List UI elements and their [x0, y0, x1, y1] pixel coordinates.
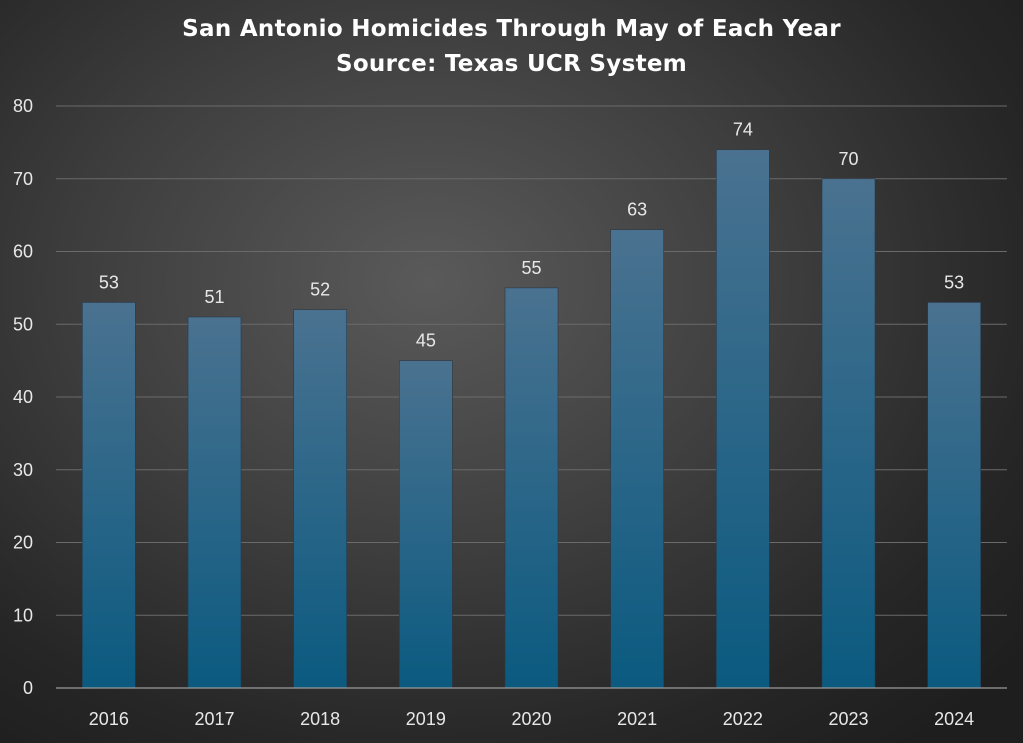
data-label-2024: 53 — [944, 272, 964, 292]
y-tick-label: 40 — [13, 387, 33, 407]
data-label-2022: 74 — [733, 120, 753, 140]
axes: 0 10 20 30 40 50 60 70 80 2016 2017 2018 2019 2020 202… — [13, 96, 1007, 729]
bar-2017 — [187, 316, 242, 689]
data-label-2018: 52 — [310, 280, 330, 300]
x-tick-label-2018: 2018 — [300, 709, 340, 729]
chart-title: San Antonio Homicides Through May of Eac… — [182, 16, 841, 42]
y-tick-label: 60 — [13, 242, 33, 262]
y-tick-label: 70 — [13, 169, 33, 189]
y-tick-label: 30 — [13, 460, 33, 480]
y-tick-label: 0 — [23, 678, 33, 698]
y-tick-label: 20 — [13, 533, 33, 553]
data-labels: 53 51 52 45 55 63 74 70 53 — [99, 120, 964, 351]
data-label-2019: 45 — [416, 331, 436, 351]
data-label-2017: 51 — [204, 287, 224, 307]
x-tick-label-2019: 2019 — [406, 709, 446, 729]
x-tick-label-2023: 2023 — [828, 709, 868, 729]
x-tick-label-2016: 2016 — [89, 709, 129, 729]
data-label-2016: 53 — [99, 272, 119, 292]
x-tick-label-2024: 2024 — [934, 709, 974, 729]
x-tick-label-2020: 2020 — [511, 709, 551, 729]
x-tick-label-2022: 2022 — [723, 709, 763, 729]
bars — [82, 149, 981, 689]
y-tick-label: 10 — [13, 605, 33, 625]
bar-2022 — [716, 149, 770, 689]
bar-2020 — [504, 287, 559, 689]
bar-2024 — [927, 302, 981, 689]
bar-2021 — [610, 229, 664, 689]
bar-2016 — [82, 302, 136, 689]
x-tick-label-2021: 2021 — [617, 709, 657, 729]
y-tick-label: 80 — [13, 96, 33, 116]
chart-subtitle: Source: Texas UCR System — [335, 51, 688, 77]
bar-2023 — [821, 178, 876, 689]
x-tick-label-2017: 2017 — [194, 709, 234, 729]
data-label-2023: 70 — [838, 149, 858, 169]
data-label-2020: 55 — [521, 258, 541, 278]
bar-2018 — [293, 309, 347, 689]
y-tick-label: 50 — [13, 314, 33, 334]
bar-2019 — [399, 360, 453, 689]
data-label-2021: 63 — [627, 200, 647, 220]
